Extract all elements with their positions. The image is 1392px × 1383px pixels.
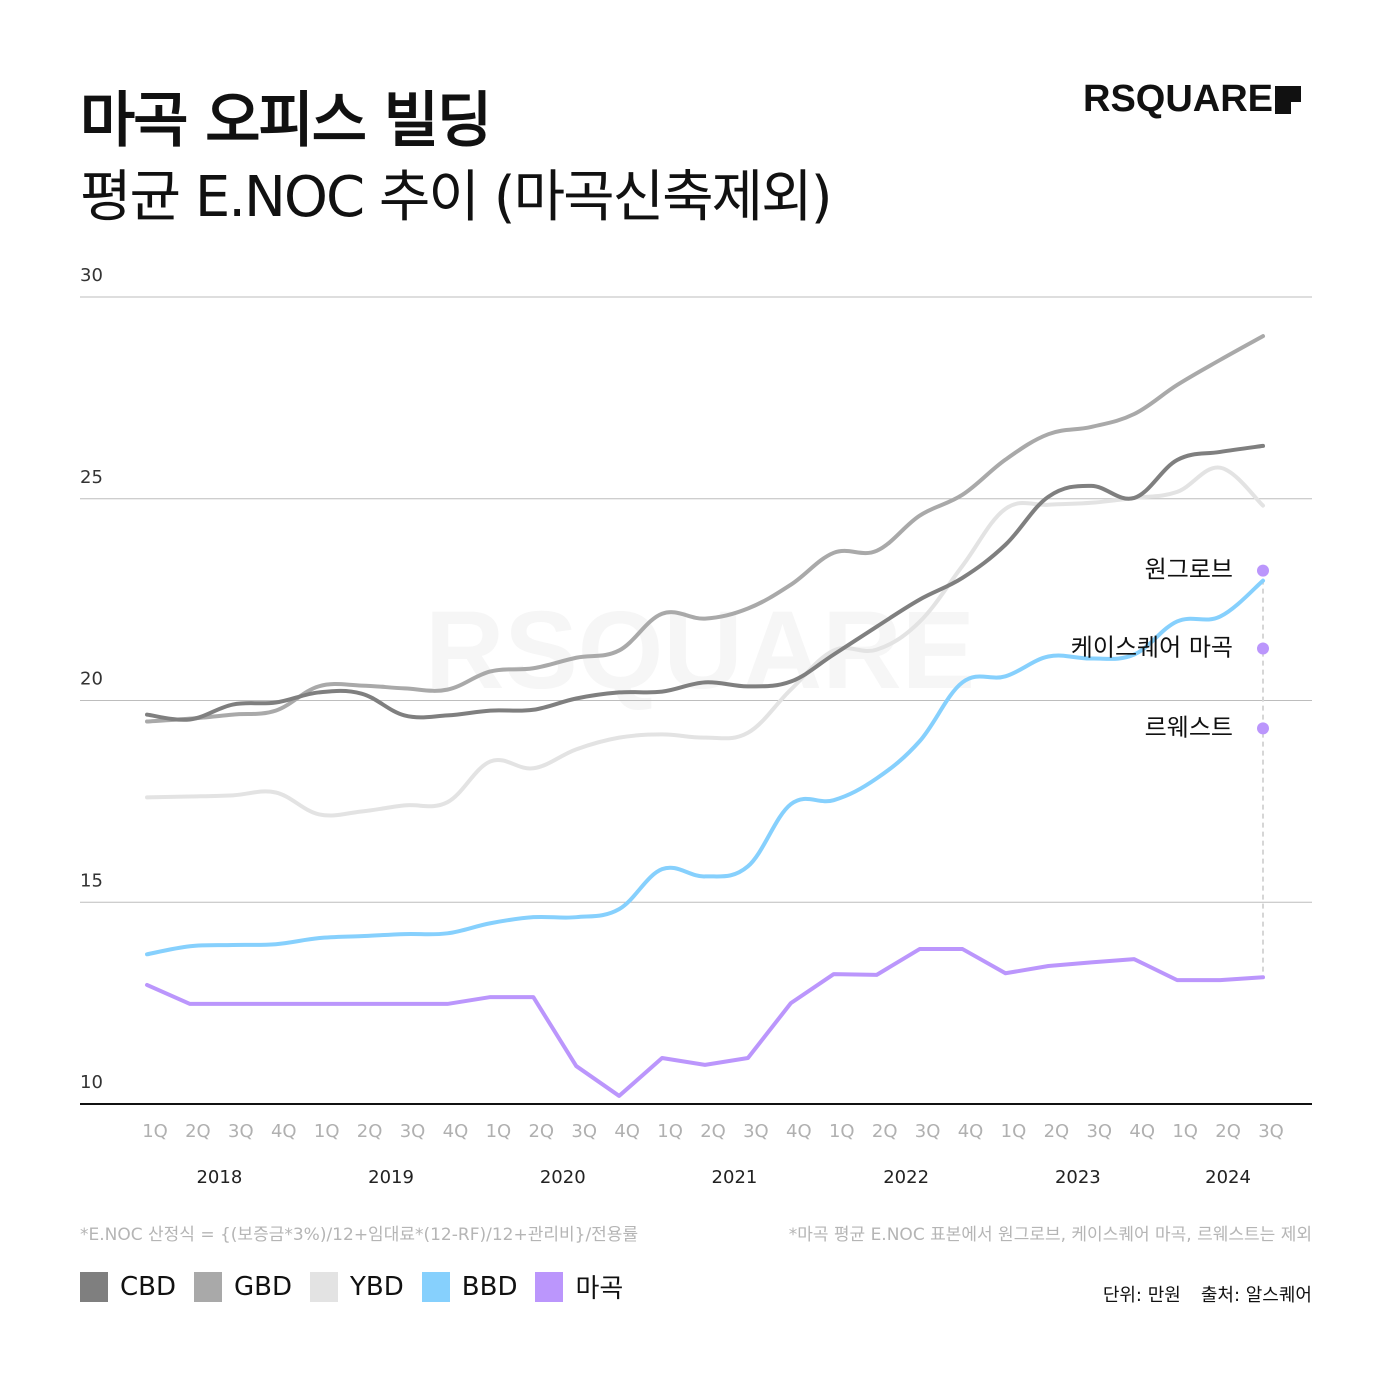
annotation-label: 케이스퀘어 마곡 [1071,633,1233,661]
legend-item: 마곡 [535,1268,623,1305]
x-tick-label: 2Q [357,1121,383,1142]
x-tick-label: 1Q [1172,1121,1198,1142]
legend-label: CBD [120,1271,177,1302]
y-tick-label: 15 [80,870,103,891]
annotation-label: 원그로브 [1145,556,1233,584]
series-line-CBD [145,443,1265,722]
legend-swatch [194,1271,223,1302]
x-year-label: 2021 [712,1167,758,1188]
legend-swatch [535,1271,564,1302]
x-tick-label: 2Q [185,1121,211,1142]
x-tick-label: 2Q [700,1121,726,1142]
unit-source: 단위: 만원 출처: 알스퀘어 [1083,1281,1312,1307]
x-tick-label: 1Q [829,1121,855,1142]
legend-item: BBD [421,1271,518,1302]
x-tick-label: 3Q [400,1121,426,1142]
x-tick-label: 4Q [443,1121,469,1142]
legend-swatch [421,1271,450,1302]
unit-label: 단위: 만원 [1102,1285,1181,1306]
x-tick-label: 4Q [1129,1121,1155,1142]
source-label: 출처: 알스퀘어 [1200,1285,1312,1306]
x-year-label: 2023 [1055,1167,1101,1188]
x-year-label: 2019 [368,1167,414,1188]
y-tick-label: 10 [80,1072,103,1093]
logo-mark-icon [1275,85,1302,114]
annotation-dot [1257,642,1269,655]
annotation-label: 르웨스트 [1145,713,1233,741]
x-year-label: 2022 [883,1167,929,1188]
y-tick-label: 20 [80,669,103,690]
x-tick-label: 4Q [958,1121,984,1142]
legend-item: GBD [194,1271,293,1302]
x-tick-label: 4Q [614,1121,640,1142]
chart-title: 마곡 오피스 빌딩 [80,86,492,156]
legend-swatch [310,1271,339,1302]
legend-swatch [80,1271,108,1302]
watermark-logo: RSQUARE [425,589,975,712]
legend-label: 마곡 [575,1274,624,1304]
x-tick-label: 3Q [228,1121,254,1142]
x-year-label: 2018 [196,1167,242,1188]
legend-item: CBD [80,1271,177,1302]
x-tick-label: 2Q [1044,1121,1070,1142]
y-tick-label: 30 [80,265,103,286]
x-tick-label: 1Q [142,1121,168,1142]
legend-item: YBD [310,1271,404,1302]
legend-label: GBD [234,1271,293,1302]
x-year-label: 2024 [1205,1167,1251,1188]
series-line-GBD [145,334,1265,724]
formula-note: *E.NOC 산정식 = {(보증금*3%)/12+임대료*(12-RF)/12… [80,1225,639,1245]
exclusion-note: *마곡 평균 E.NOC 표본에서 원그로브, 케이스퀘어 마곡, 르웨스트는 … [788,1225,1312,1245]
x-tick-label: 3Q [1258,1121,1284,1142]
x-tick-label: 3Q [1086,1121,1112,1142]
x-tick-label: 3Q [915,1121,941,1142]
x-tick-label: 2Q [1215,1121,1241,1142]
rsquare-logo: RSQUARE [1083,78,1302,121]
y-tick-label: 25 [80,467,103,488]
x-tick-label: 1Q [314,1121,340,1142]
x-tick-label: 1Q [486,1121,512,1142]
annotation-dot [1257,722,1269,735]
legend-label: YBD [350,1271,404,1302]
x-tick-label: 3Q [743,1121,769,1142]
x-tick-label: 2Q [528,1121,554,1142]
x-tick-label: 3Q [571,1121,597,1142]
x-tick-label: 1Q [1001,1121,1027,1142]
x-tick-label: 2Q [872,1121,898,1142]
legend-label: BBD [461,1271,518,1302]
x-tick-label: 1Q [657,1121,683,1142]
x-year-label: 2020 [540,1167,586,1188]
legend: CBD GBD YBD BBD 마곡 [80,1268,641,1305]
series-line-마곡 [145,947,1265,1098]
x-tick-label: 4Q [271,1121,297,1142]
annotation-dot [1257,564,1269,577]
series-line-YBD [145,465,1265,818]
x-tick-label: 4Q [786,1121,812,1142]
chart-subtitle: 평균 E.NOC 추이 (마곡신축제외) [80,165,833,230]
series-line-BBD [145,578,1265,957]
